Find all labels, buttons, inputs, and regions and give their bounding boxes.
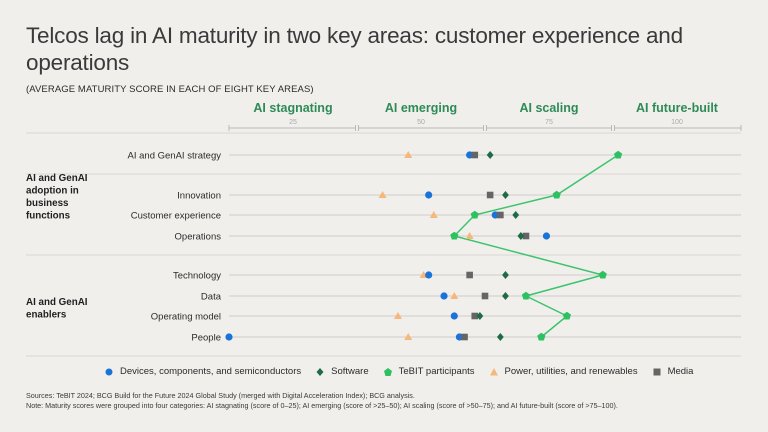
row-label: Data: [201, 292, 222, 303]
tebit-connector-line: [452, 154, 619, 338]
band-label: AI emerging: [385, 101, 457, 115]
marker-pentagon: [537, 332, 546, 341]
marker-circle: [466, 151, 474, 159]
footnotes: Sources: TeBIT 2024; BCG Build for the F…: [26, 391, 618, 411]
chart-title: Telcos lag in AI maturity in two key are…: [26, 23, 683, 75]
marker-pentagon: [521, 291, 531, 300]
marker-circle: [542, 232, 551, 240]
marker-square: [522, 232, 530, 240]
group-label: adoption in: [26, 186, 79, 197]
legend-item: Software: [315, 366, 369, 377]
x-tick-label: 100: [671, 119, 683, 126]
legend-label: Devices, components, and semiconductors: [120, 366, 302, 377]
marker-diamond: [476, 312, 484, 320]
row-label: Customer experience: [131, 211, 221, 222]
marker-circle: [225, 333, 233, 341]
marker-square: [461, 333, 468, 341]
marker-triangle: [404, 333, 413, 340]
legend-item: Devices, components, and semiconductors: [104, 366, 301, 377]
marker-pentagon: [614, 150, 623, 159]
marker-square: [486, 191, 494, 199]
marker-circle: [440, 292, 448, 300]
group-label: AI and GenAI: [26, 173, 88, 184]
marker-diamond: [512, 211, 520, 219]
row-label: Innovation: [177, 191, 221, 202]
triangle-icon: [489, 367, 498, 375]
marker-circle: [425, 271, 433, 279]
diamond-icon: [316, 367, 324, 376]
band-label: AI scaling: [519, 101, 578, 115]
sources-note: Sources: TeBIT 2024; BCG Build for the F…: [26, 391, 415, 400]
marker-circle: [455, 333, 463, 341]
marker-pentagon: [598, 270, 607, 279]
legend-label: Power, utilities, and renewables: [504, 366, 638, 377]
x-tick-label: 25: [289, 119, 297, 126]
marker-pentagon: [450, 231, 459, 240]
legend-item: Media: [652, 366, 694, 377]
methodology-note: Note: Maturity scores were grouped into …: [26, 401, 618, 410]
group-label: AI and GenAI: [26, 297, 88, 308]
marker-diamond: [517, 232, 525, 240]
row-label: People: [191, 333, 221, 344]
marker-diamond: [496, 333, 504, 341]
legend-label: TeBIT participants: [398, 366, 475, 377]
marker-diamond: [502, 292, 509, 300]
marker-square: [481, 292, 489, 300]
legend-label: Software: [331, 366, 369, 377]
legend-item: Power, utilities, and renewables: [489, 366, 638, 377]
band-label: AI future-built: [636, 101, 719, 115]
chart-subtitle: (AVERAGE MATURITY SCORE IN EACH OF EIGHT…: [26, 84, 314, 95]
marker-triangle: [450, 292, 459, 299]
marker-square: [466, 271, 473, 279]
x-tick-label: 50: [417, 119, 425, 126]
circle-icon: [105, 368, 113, 375]
pentagon-icon: [383, 367, 392, 376]
marker-pentagon: [562, 311, 572, 320]
marker-square: [497, 211, 504, 219]
marker-triangle: [429, 211, 438, 218]
x-tick-label: 75: [545, 119, 553, 126]
marker-diamond: [502, 271, 509, 279]
marker-diamond: [502, 191, 509, 199]
marker-diamond: [486, 151, 494, 159]
legend-label: Media: [667, 366, 694, 377]
marker-circle: [450, 312, 458, 320]
group-label: enablers: [26, 310, 67, 321]
marker-triangle: [393, 312, 402, 319]
marker-square: [471, 151, 479, 159]
marker-pentagon: [470, 210, 479, 219]
band-label: AI stagnating: [253, 101, 332, 115]
marker-circle: [425, 191, 433, 199]
legend-item: TeBIT participants: [383, 366, 475, 377]
marker-circle: [491, 211, 499, 219]
group-label: functions: [26, 211, 71, 222]
marker-triangle: [378, 191, 387, 198]
group-label: business: [26, 198, 69, 209]
marker-triangle: [404, 151, 413, 158]
row-label: Operations: [175, 232, 222, 243]
legend: Devices, components, and semiconductors S…: [104, 366, 693, 377]
marker-pentagon: [552, 190, 561, 199]
row-label: AI and GenAI strategy: [128, 151, 222, 162]
marker-triangle: [465, 232, 474, 239]
row-label: Operating model: [151, 312, 221, 323]
marker-square: [471, 312, 479, 320]
row-label: Technology: [173, 271, 221, 282]
square-icon: [653, 368, 661, 375]
